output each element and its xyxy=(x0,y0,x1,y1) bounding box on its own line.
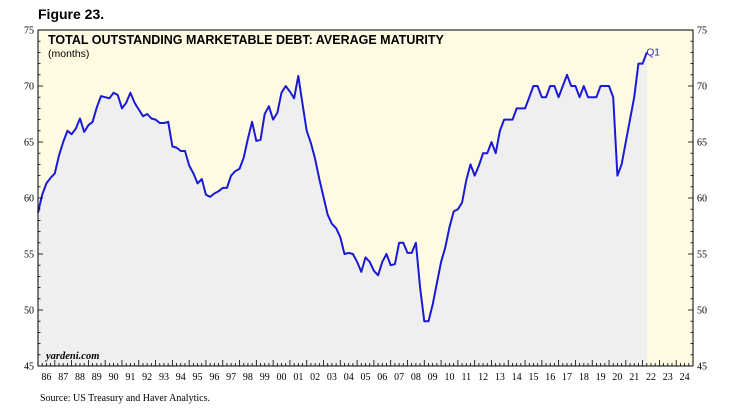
x-tick-label: 00 xyxy=(277,372,287,383)
chart-title: TOTAL OUTSTANDING MARKETABLE DEBT: AVERA… xyxy=(48,33,444,47)
x-tick-label: 20 xyxy=(612,372,622,383)
x-tick-label: 91 xyxy=(125,372,135,383)
x-tick-label: 95 xyxy=(193,372,203,383)
x-axis: 86 87 88 89 90 91 92 93 94 95 96 97 98 99 00 01 02 03 04 05… xyxy=(37,360,694,383)
x-tick-label: 15 xyxy=(528,372,538,383)
x-tick-label: 02 xyxy=(310,372,320,383)
x-tick-label: 94 xyxy=(176,372,186,383)
x-tick-label: 98 xyxy=(243,372,253,383)
x-tick-label: 87 xyxy=(58,372,68,383)
x-tick-label: 09 xyxy=(428,372,438,383)
x-tick-label: 97 xyxy=(226,372,236,383)
x-tick-label: 11 xyxy=(461,372,471,383)
x-tick-label: 06 xyxy=(377,372,387,383)
x-tick-label: 10 xyxy=(444,372,454,383)
source-note: Source: US Treasury and Haver Analytics. xyxy=(40,393,210,404)
x-tick-label: 19 xyxy=(596,372,606,383)
y-tick-label-left: 45 xyxy=(24,362,34,373)
y-axis-right: 45 50 55 60 65 70 75 xyxy=(688,26,707,373)
x-tick-label: 03 xyxy=(327,372,337,383)
x-tick-label: 12 xyxy=(478,372,488,383)
x-tick-label: 96 xyxy=(209,372,219,383)
x-tick-label: 86 xyxy=(41,372,51,383)
x-tick-label: 18 xyxy=(579,372,589,383)
x-tick-label: 22 xyxy=(646,372,656,383)
x-tick-label: 23 xyxy=(663,372,673,383)
x-tick-label: 89 xyxy=(92,372,102,383)
y-tick-label-left: 55 xyxy=(24,250,34,261)
x-tick-label: 93 xyxy=(159,372,169,383)
forecast-background xyxy=(646,30,693,366)
x-tick-label: 90 xyxy=(109,372,119,383)
y-tick-label-right: 70 xyxy=(697,82,707,93)
y-tick-label-right: 65 xyxy=(697,138,707,149)
figure-label: Figure 23. xyxy=(38,6,105,22)
x-tick-label: 08 xyxy=(411,372,421,383)
y-tick-label-right: 75 xyxy=(697,26,707,37)
y-tick-label-left: 75 xyxy=(24,26,34,37)
y-tick-label-left: 50 xyxy=(24,306,34,317)
x-tick-label: 24 xyxy=(680,372,690,383)
series-area xyxy=(38,52,647,367)
y-tick-label-right: 55 xyxy=(697,250,707,261)
series-line xyxy=(37,52,648,323)
y-tick-label-right: 45 xyxy=(697,362,707,373)
plot-frame xyxy=(37,29,694,367)
x-tick-label: 13 xyxy=(495,372,505,383)
x-tick-label: 14 xyxy=(512,372,522,383)
chart-subtitle: (months) xyxy=(48,48,89,60)
annotation-label: Q1 xyxy=(646,47,660,58)
x-tick-label: 92 xyxy=(142,372,152,383)
y-tick-label-left: 60 xyxy=(24,194,34,205)
x-tick-label: 21 xyxy=(629,372,639,383)
x-tick-label: 01 xyxy=(293,372,303,383)
x-tick-label: 99 xyxy=(260,372,270,383)
x-tick-label: 88 xyxy=(75,372,85,383)
y-tick-label-left: 65 xyxy=(24,138,34,149)
x-tick-label: 04 xyxy=(344,372,354,383)
x-tick-label: 16 xyxy=(545,372,555,383)
annotations: Q1 xyxy=(646,47,660,58)
x-tick-label: 05 xyxy=(361,372,371,383)
y-tick-label-right: 60 xyxy=(697,194,707,205)
watermark: yardeni.com xyxy=(44,351,99,362)
x-tick-label: 07 xyxy=(394,372,404,383)
y-tick-label-right: 50 xyxy=(697,306,707,317)
y-tick-label-left: 70 xyxy=(24,82,34,93)
x-tick-label: 17 xyxy=(562,372,572,383)
